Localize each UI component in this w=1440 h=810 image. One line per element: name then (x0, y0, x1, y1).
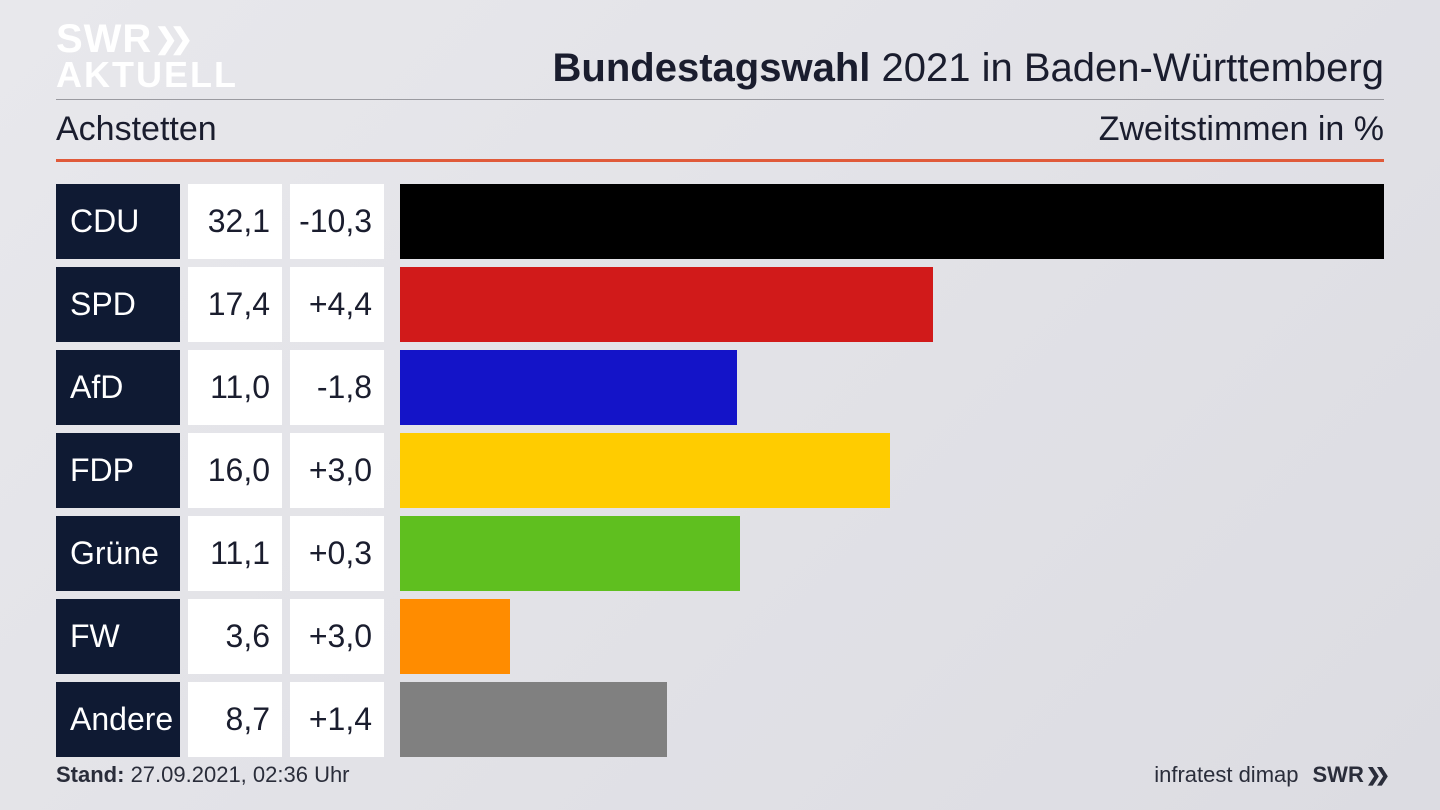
bar-fill (400, 682, 667, 757)
stand-value: 27.09.2021, 02:36 Uhr (124, 762, 349, 787)
delta-box: +0,3 (290, 516, 384, 591)
delta-box: +3,0 (290, 433, 384, 508)
subheader-row: Achstetten Zweitstimmen in % (56, 110, 1384, 149)
chevron-right-icon: ❯❯ (154, 26, 185, 53)
bar-fill (400, 184, 1384, 259)
timestamp: Stand: 27.09.2021, 02:36 Uhr (56, 762, 350, 788)
source-label: infratest dimap (1154, 762, 1298, 788)
table-row: Andere8,7+1,4 (56, 682, 1384, 757)
broadcaster-small-logo: SWR ❯❯ (1313, 762, 1385, 788)
value-box: 11,1 (188, 516, 282, 591)
table-row: CDU32,1-10,3 (56, 184, 1384, 259)
logo-text-swr: SWR (56, 20, 152, 58)
bar-fill (400, 433, 890, 508)
bar-track (400, 350, 1384, 425)
party-label: FDP (56, 433, 180, 508)
party-label: SPD (56, 267, 180, 342)
chevron-right-icon: ❯❯ (1366, 765, 1384, 786)
party-label: FW (56, 599, 180, 674)
value-box: 3,6 (188, 599, 282, 674)
delta-box: -1,8 (290, 350, 384, 425)
divider-accent (56, 159, 1384, 162)
table-row: Grüne11,1+0,3 (56, 516, 1384, 591)
bar-track (400, 433, 1384, 508)
value-box: 11,0 (188, 350, 282, 425)
delta-box: +4,4 (290, 267, 384, 342)
chart-container: SWR ❯❯ AKTUELL Bundestagswahl 2021 in Ba… (0, 0, 1440, 810)
broadcaster-small-text: SWR (1313, 762, 1364, 788)
delta-box: +1,4 (290, 682, 384, 757)
bar-track (400, 516, 1384, 591)
bar-fill (400, 350, 737, 425)
table-row: SPD17,4+4,4 (56, 267, 1384, 342)
location-label: Achstetten (56, 110, 217, 149)
value-box: 32,1 (188, 184, 282, 259)
bar-track (400, 267, 1384, 342)
table-row: FDP16,0+3,0 (56, 433, 1384, 508)
footer: Stand: 27.09.2021, 02:36 Uhr infratest d… (56, 762, 1384, 788)
metric-label: Zweitstimmen in % (1099, 110, 1384, 149)
party-label: CDU (56, 184, 180, 259)
value-box: 8,7 (188, 682, 282, 757)
bar-track (400, 599, 1384, 674)
bar-chart: CDU32,1-10,3 SPD17,4+4,4 AfD11,0-1,8 FDP16,… (56, 184, 1384, 757)
delta-box: +3,0 (290, 599, 384, 674)
bar-fill (400, 599, 510, 674)
value-box: 17,4 (188, 267, 282, 342)
stand-label: Stand: (56, 762, 124, 787)
title-bold: Bundestagswahl (553, 46, 871, 90)
value-box: 16,0 (188, 433, 282, 508)
table-row: AfD11,0-1,8 (56, 350, 1384, 425)
page-title: Bundestagswahl 2021 in Baden-Württemberg (553, 46, 1384, 91)
party-label: Grüne (56, 516, 180, 591)
header-row: Bundestagswahl 2021 in Baden-Württemberg (56, 46, 1384, 91)
delta-box: -10,3 (290, 184, 384, 259)
divider-thin (56, 99, 1384, 100)
bar-fill (400, 267, 933, 342)
party-label: Andere (56, 682, 180, 757)
table-row: FW3,6+3,0 (56, 599, 1384, 674)
bar-track (400, 682, 1384, 757)
bar-fill (400, 516, 740, 591)
title-rest: 2021 in Baden-Württemberg (870, 46, 1384, 90)
party-label: AfD (56, 350, 180, 425)
bar-track (400, 184, 1384, 259)
footer-right: infratest dimap SWR ❯❯ (1154, 762, 1384, 788)
